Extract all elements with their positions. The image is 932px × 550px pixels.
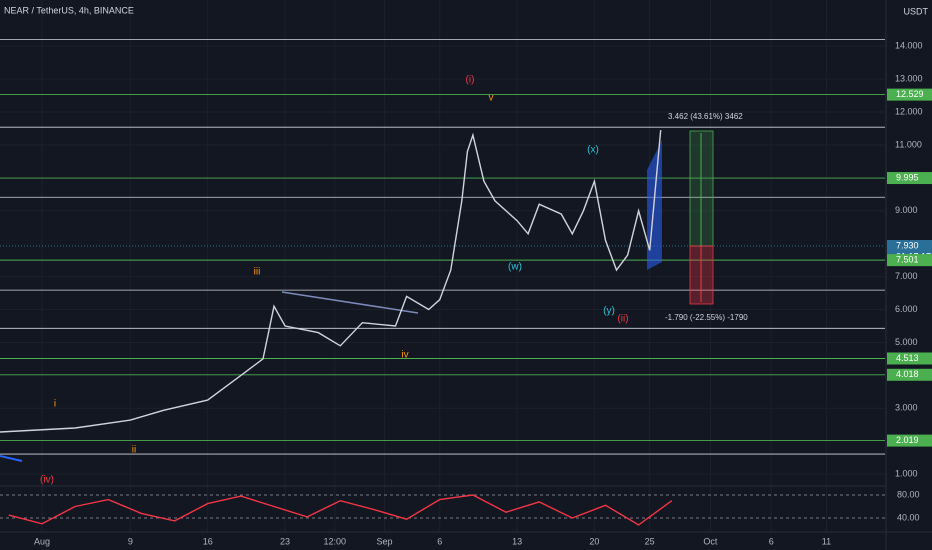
rsi-tick-label: 80.00 [897, 489, 920, 499]
wave-label: (iv) [40, 475, 54, 486]
x-tick-label: 23 [280, 536, 290, 546]
x-tick-label: 13 [512, 536, 522, 546]
levels [0, 39, 885, 455]
y-tick-label: 5.000 [895, 337, 918, 347]
y-tick-label: 1.000 [895, 469, 918, 479]
price-line [0, 130, 662, 433]
annotation: 3.462 (43.61%) 3462 [668, 112, 743, 121]
price-label-box [887, 88, 932, 101]
y-tick-label: 3.000 [895, 403, 918, 413]
trend-line [0, 455, 23, 462]
wave-label: (i) [466, 75, 475, 86]
annotation: -1.790 (-22.55%) -1790 [665, 313, 748, 322]
rsi-tick-label: 40.00 [897, 512, 920, 522]
wave-label: (w) [508, 262, 522, 273]
price-label-box [887, 172, 932, 185]
price [0, 130, 662, 433]
x-tick-label: Sep [376, 536, 392, 546]
x-tick-label: 9 [128, 536, 133, 546]
x-tick-label: 12:00 [324, 536, 347, 546]
y-tick-label: 12.000 [895, 106, 923, 116]
price-label: 12.529 [896, 89, 924, 99]
wave-label: v [489, 93, 494, 104]
y-tick-label: 6.000 [895, 304, 918, 314]
x-tick-label: 11 [822, 536, 831, 546]
x-tick-label: 20 [589, 536, 599, 546]
axis: 1.000 3.000 5.000 6.000 7.000 9.000 11.000 12.0… [34, 41, 932, 546]
price-label: 7.930 [896, 240, 919, 250]
wave-label: (y) [603, 306, 615, 317]
y-tick-label: 13.000 [895, 73, 923, 83]
wave-label: ii [132, 445, 136, 456]
wave-label: i [54, 399, 56, 410]
x-tick-label: Aug [34, 536, 50, 546]
price-label-box [887, 434, 932, 447]
rsi-line [8, 494, 673, 526]
y-tick-label: 14.000 [895, 41, 923, 51]
price-label: 2.019 [896, 435, 919, 445]
x-tick-label: 16 [203, 536, 213, 546]
grid [0, 0, 885, 532]
price-label-box [887, 368, 932, 381]
price-label-box [887, 352, 932, 365]
y-tick-label: 9.000 [895, 205, 918, 215]
chart-title: NEAR / TetherUS, 4h, BINANCE [4, 5, 134, 15]
price-label-box [887, 254, 932, 267]
x-tick-label: Oct [703, 536, 718, 546]
price-label: 4.513 [896, 353, 919, 363]
y-tick-label: 7.000 [895, 271, 918, 281]
wave-label: iv [401, 350, 408, 361]
x-tick-label: 6 [437, 536, 442, 546]
wave-label: (ii) [617, 314, 628, 325]
price-label: 9.995 [896, 172, 919, 182]
price-label: 7.501 [896, 255, 919, 265]
x-tick-label: 25 [645, 536, 655, 546]
x-tick-label: 6 [769, 536, 774, 546]
rsi-pane [0, 494, 885, 526]
trend-line [281, 291, 419, 314]
price-label: 4.018 [896, 369, 919, 379]
wave-label: (x) [587, 145, 599, 156]
currency: USDT [904, 6, 929, 16]
wave-label: iii [254, 267, 261, 278]
y-tick-label: 11.000 [895, 139, 922, 149]
